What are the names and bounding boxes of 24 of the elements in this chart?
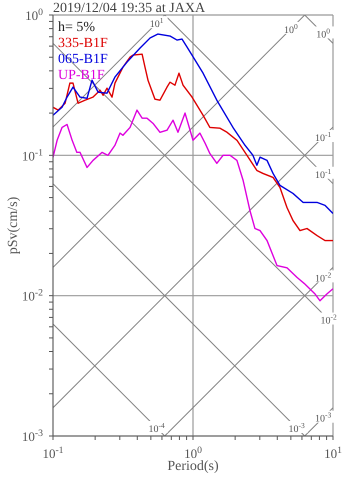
chart-title: 2019/12/04 19:35 at JAXA: [53, 1, 206, 16]
annotation: 10$^{1}$: [150, 16, 164, 30]
x-axis-title: Period(s): [167, 459, 219, 474]
x-tick-label: 10$^{0}$: [184, 444, 202, 461]
y-tick-label: 10$^{0}$: [25, 6, 44, 23]
annotation: 10$^{-3}$: [288, 420, 306, 436]
y-axis-title: pSv(cm/s): [6, 196, 21, 254]
annotation: 10$^{-2}$: [320, 312, 337, 327]
series-label: 065-B1F: [58, 52, 108, 68]
text: UP-B1F: [58, 68, 106, 84]
series-label: 335-B1F: [58, 36, 108, 52]
annotation: 10$^{-2}$: [314, 270, 332, 284]
y-tick-label: 10$^{-1}$: [22, 146, 44, 164]
annotation: 10$^{-4}$: [148, 420, 166, 436]
y-tick-label: 10$^{-3}$: [22, 428, 44, 444]
annotation: 10$^{0}$: [316, 26, 330, 40]
annotation: 10$^{0}$: [284, 21, 298, 36]
y-tick-label: 10$^{-2}$: [22, 287, 44, 304]
annotation: 10$^{-1}$: [314, 166, 332, 181]
x-tick-label: 10$^{-1}$: [42, 444, 64, 461]
annotation: 10$^{-3}$: [314, 410, 332, 425]
annotation: 10$^{-1}$: [314, 130, 332, 144]
x-tick-label: 10$^{1}$: [324, 444, 342, 461]
annotation: h= 5%: [58, 20, 96, 36]
